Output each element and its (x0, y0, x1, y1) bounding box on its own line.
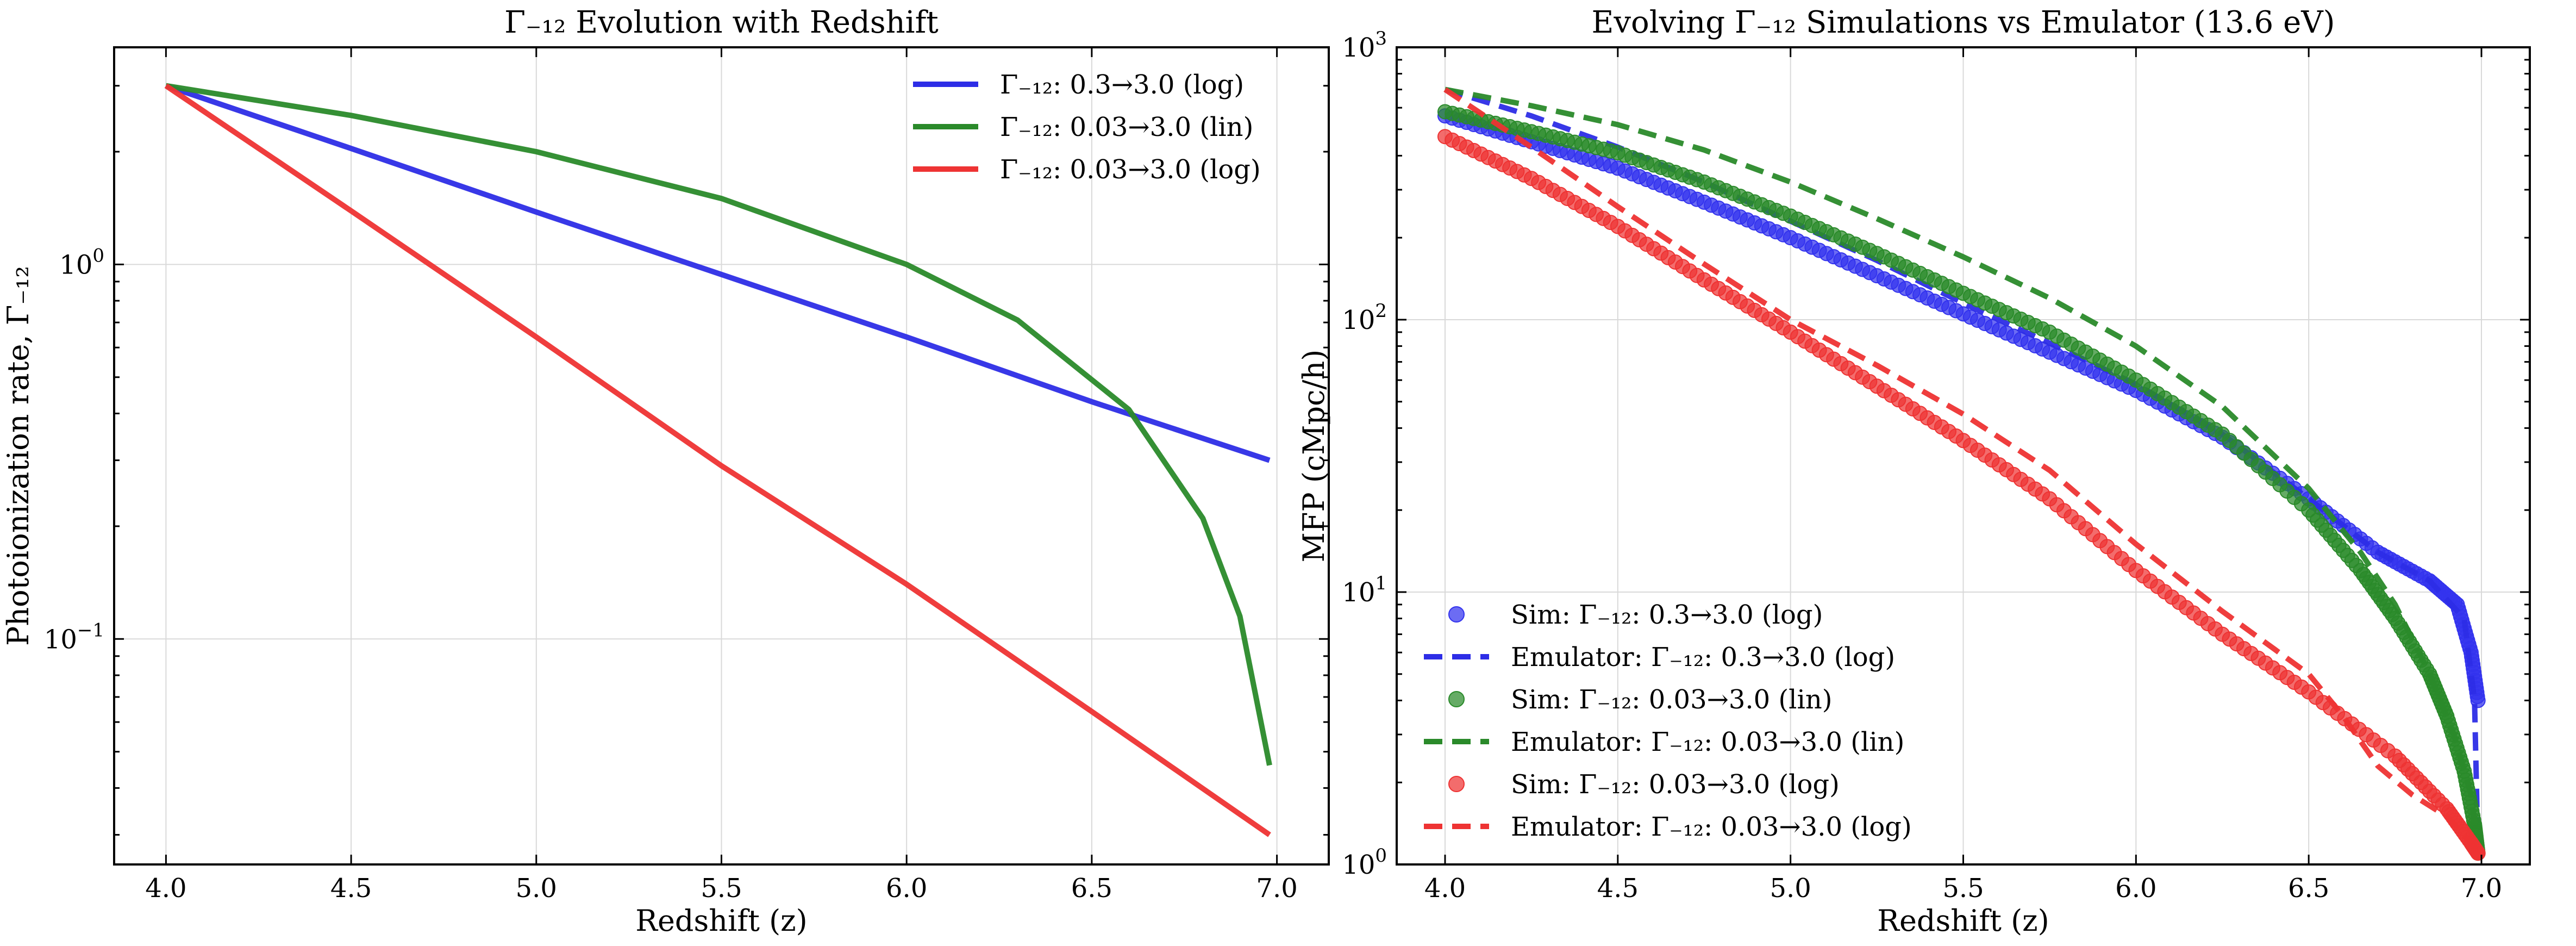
x-tick-label: 4.0 (145, 873, 186, 904)
legend-label: Emulator: Γ₋₁₂: 0.03→3.0 (log) (1511, 812, 1912, 842)
y-tick-label: 10−1 (44, 619, 104, 655)
x-tick-label: 6.5 (2288, 873, 2329, 904)
legend-item: Sim: Γ₋₁₂: 0.03→3.0 (log) (1448, 769, 1840, 800)
legend-item: Sim: Γ₋₁₂: 0.03→3.0 (lin) (1448, 684, 1833, 715)
y-tick-label: 103 (1342, 28, 1387, 63)
legend-item: Γ₋₁₂: 0.03→3.0 (log) (913, 154, 1261, 185)
x-tick-label: 5.0 (1770, 873, 1811, 904)
legend-label: Emulator: Γ₋₁₂: 0.3→3.0 (log) (1511, 642, 1895, 673)
y-tick-exponent: 0 (1375, 845, 1387, 867)
legend-item: Emulator: Γ₋₁₂: 0.3→3.0 (log) (1424, 642, 1895, 673)
x-axis-label: Redshift (z) (635, 904, 807, 938)
y-tick-label: 102 (1342, 300, 1387, 335)
y-tick-base: 10 (59, 250, 92, 280)
series-2-line (164, 83, 1271, 837)
legend-item: Emulator: Γ₋₁₂: 0.03→3.0 (lin) (1424, 727, 1904, 757)
legend-item: Γ₋₁₂: 0.3→3.0 (log) (913, 70, 1244, 100)
x-tick-label: 6.0 (886, 873, 927, 904)
x-tick-label: 6.5 (1071, 873, 1112, 904)
y-tick-exponent: 1 (1375, 572, 1387, 594)
y-axis-label: Photoionization rate, Γ₋₁₂ (1, 266, 35, 646)
chart-title: Γ₋₁₂ Evolution with Redshift (504, 5, 939, 40)
y-axis-label: MFP (cMpc/h) (1297, 350, 1331, 563)
legend-label: Sim: Γ₋₁₂: 0.03→3.0 (lin) (1511, 684, 1833, 715)
x-axis-label: Redshift (z) (1877, 904, 2049, 938)
y-tick-base: 10 (1342, 577, 1375, 608)
y-tick-base: 10 (1342, 33, 1375, 63)
y-tick-label: 100 (59, 245, 104, 280)
legend-marker (1448, 606, 1465, 623)
legend-label: Γ₋₁₂: 0.03→3.0 (lin) (1000, 112, 1253, 142)
y-tick-label: 100 (1342, 845, 1387, 880)
series-3-line (1445, 86, 2481, 854)
y-tick-base: 10 (44, 624, 77, 655)
y-tick-base: 10 (1342, 850, 1375, 880)
series-5-line (1443, 87, 2480, 855)
chart-title: Evolving Γ₋₁₂ Simulations vs Emulator (1… (1591, 5, 2335, 40)
legend: Sim: Γ₋₁₂: 0.3→3.0 (log) Emulator: Γ₋₁₂: … (1424, 600, 1912, 842)
y-tick-exponent: 2 (1375, 300, 1387, 322)
y-tick-exponent: 0 (92, 245, 104, 266)
y-tick-exponent: −1 (77, 619, 104, 641)
x-tick-label: 5.5 (701, 873, 742, 904)
x-tick-label: 7.0 (2461, 873, 2502, 904)
series-1-line (165, 83, 1272, 766)
x-tick-label: 4.5 (1597, 873, 1639, 904)
legend-marker (1448, 776, 1465, 792)
series-0-line (165, 83, 1271, 463)
legend: Γ₋₁₂: 0.3→3.0 (log) Γ₋₁₂: 0.03→3.0 (lin) Γ… (913, 70, 1261, 185)
x-tick-label: 5.0 (516, 873, 557, 904)
x-tick-label: 4.0 (1424, 873, 1466, 904)
legend-label: Γ₋₁₂: 0.3→3.0 (log) (1000, 70, 1244, 100)
legend-item: Sim: Γ₋₁₂: 0.3→3.0 (log) (1448, 600, 1823, 630)
x-tick-label: 5.5 (1942, 873, 1984, 904)
x-tick-label: 7.0 (1256, 873, 1297, 904)
legend-label: Γ₋₁₂: 0.03→3.0 (log) (1000, 154, 1261, 185)
y-tick-label: 101 (1342, 572, 1387, 608)
y-tick-base: 10 (1342, 305, 1375, 335)
legend-label: Emulator: Γ₋₁₂: 0.03→3.0 (lin) (1511, 727, 1904, 757)
x-tick-label: 4.5 (330, 873, 372, 904)
series-4-markers (1437, 129, 2486, 861)
legend-marker (1448, 691, 1465, 707)
y-tick-exponent: 3 (1375, 28, 1387, 49)
legend-label: Sim: Γ₋₁₂: 0.3→3.0 (log) (1511, 600, 1823, 630)
legend-item: Emulator: Γ₋₁₂: 0.03→3.0 (log) (1424, 812, 1912, 842)
x-tick-label: 6.0 (2115, 873, 2156, 904)
legend-label: Sim: Γ₋₁₂: 0.03→3.0 (log) (1511, 769, 1840, 800)
legend-item: Γ₋₁₂: 0.03→3.0 (lin) (913, 112, 1253, 142)
